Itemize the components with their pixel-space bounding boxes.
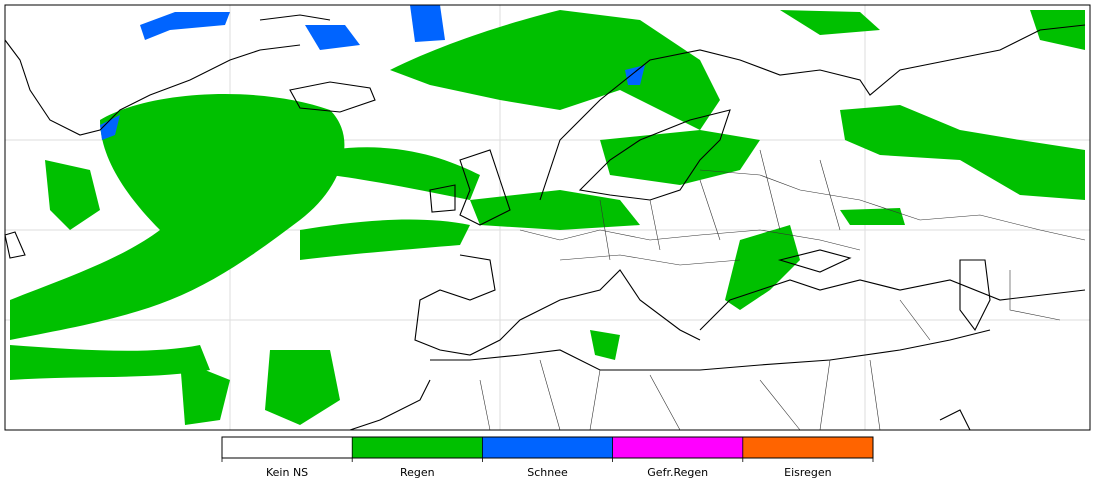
- snow-areas: [100, 5, 645, 140]
- legend-label: Schnee: [527, 466, 568, 479]
- coastlines: [4, 14, 1086, 431]
- legend-label: Regen: [400, 466, 435, 479]
- map: [4, 4, 1091, 431]
- borders: [479, 149, 1086, 431]
- legend-swatch: [612, 437, 743, 458]
- legend-label: Eisregen: [784, 466, 832, 479]
- legend: Kein NS Regen Schnee Gefr.Regen Eisregen: [221, 436, 874, 479]
- legend-swatch: [352, 437, 483, 458]
- legend-label: Kein NS: [266, 466, 308, 479]
- legend-swatch: [222, 437, 353, 458]
- legend-frame: [221, 436, 874, 459]
- legend-swatch: [742, 437, 873, 458]
- legend-label: Gefr.Regen: [647, 466, 708, 479]
- map-frame: [4, 4, 1091, 431]
- legend-swatch: [482, 437, 613, 458]
- rain-areas: [10, 10, 1085, 425]
